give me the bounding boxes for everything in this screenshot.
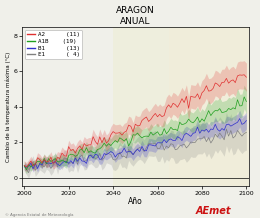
Text: © Agencia Estatal de Meteorología: © Agencia Estatal de Meteorología [5,213,74,217]
Bar [113,27,169,186]
Y-axis label: Cambio de la temperatura máxima (°C): Cambio de la temperatura máxima (°C) [5,52,11,162]
Title: ARAGON
ANUAL: ARAGON ANUAL [116,5,155,26]
X-axis label: Año: Año [128,197,143,206]
Text: AEmet: AEmet [196,206,231,216]
Legend: A2      (11), A1B    (19), B1      (13), E1      ( 4): A2 (11), A1B (19), B1 (13), E1 ( 4) [25,30,82,60]
Bar [169,27,249,186]
